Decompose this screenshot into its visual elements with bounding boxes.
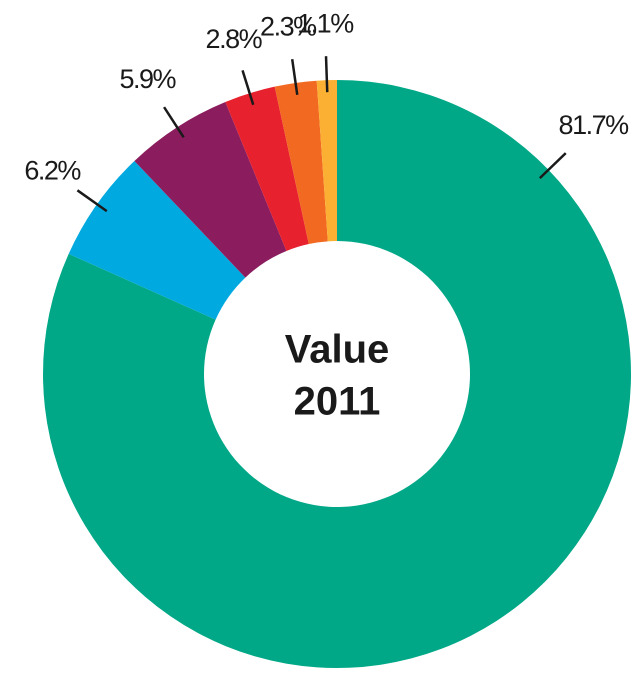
slices bbox=[43, 80, 631, 668]
center-label: 2011 bbox=[294, 380, 381, 424]
data-label: 81.7% bbox=[559, 110, 630, 140]
slice bbox=[68, 160, 246, 320]
data-label: 2.3% bbox=[260, 12, 317, 42]
slice bbox=[134, 102, 287, 278]
leader-line bbox=[538, 152, 567, 180]
leader-line bbox=[324, 56, 329, 93]
data-label: 6.2% bbox=[24, 156, 81, 186]
leader-line bbox=[290, 58, 299, 95]
data-label: 2.8% bbox=[206, 24, 263, 54]
data-label: 1.1% bbox=[297, 8, 354, 38]
leader-line bbox=[241, 69, 255, 106]
center-label: Value bbox=[285, 328, 390, 372]
leader-line bbox=[76, 189, 108, 213]
slice bbox=[274, 80, 328, 245]
data-label: 5.9% bbox=[119, 64, 176, 94]
slice bbox=[225, 86, 309, 251]
slice bbox=[43, 80, 631, 668]
leader-line bbox=[163, 106, 185, 139]
slice bbox=[316, 80, 337, 242]
